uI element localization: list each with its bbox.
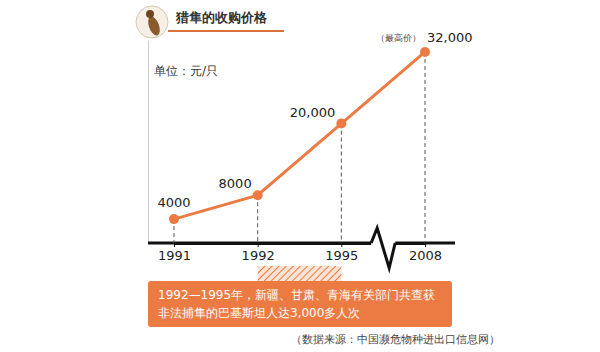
x-tick-label: 1992 [242,248,275,263]
callout-box [148,281,452,327]
price-line [174,52,425,219]
axis-break [371,228,395,268]
x-tick-line [258,243,259,247]
icon-bird-head [146,10,154,18]
icon-circle [136,6,168,38]
x-tick-label: 1995 [325,248,358,263]
x-tick: 1995 [325,243,358,263]
x-tick-label: 2008 [409,248,442,263]
source: （数据来源：中国濒危物种进出口信息网） [291,333,500,346]
data-label: 8000 [219,176,252,191]
title: 猎隼的收购价格 [175,10,268,25]
x-tick-line [425,243,426,247]
point [420,47,430,57]
chart-svg: 猎隼的收购价格单位：元/只 1991 1992 1995 2008 4000 8000 20,… [0,0,600,352]
x-tick: 1991 [158,243,191,263]
baseline [148,242,455,245]
callout-line: 非法捕隼的巴基斯坦人达3,000多人次 [158,306,360,320]
data-label: 20,000 [290,105,336,120]
point [169,214,179,224]
drop-line [341,124,342,243]
callout-line: 1992—1995年，新疆、甘肃、青海有关部门共查获 [158,288,435,302]
icon-bird-body [146,15,162,37]
x-axis: 1991 1992 1995 2008 [158,243,442,263]
x-tick: 1992 [242,243,275,263]
data-label: 32,000 [427,30,473,45]
period-band [258,266,342,281]
x-tick-label: 1991 [158,248,191,263]
unit-label: 单位：元/只 [154,64,218,78]
drop-line [425,52,426,243]
title-icon [136,6,168,38]
x-tick: 2008 [409,243,442,263]
title-underline [168,30,284,32]
max-note: （最高价） [376,33,421,43]
plot-area [169,47,430,243]
point [336,119,346,129]
y-axis-line [148,41,149,244]
point [253,190,263,200]
callout-text: 1992—1995年，新疆、甘肃、青海有关部门共查获非法捕隼的巴基斯坦人达3,0… [158,288,435,320]
x-tick-line [174,243,175,247]
x-tick-line [341,243,342,247]
data-label: 4000 [157,195,190,210]
y-axis [148,41,149,244]
drop-line [257,195,258,243]
